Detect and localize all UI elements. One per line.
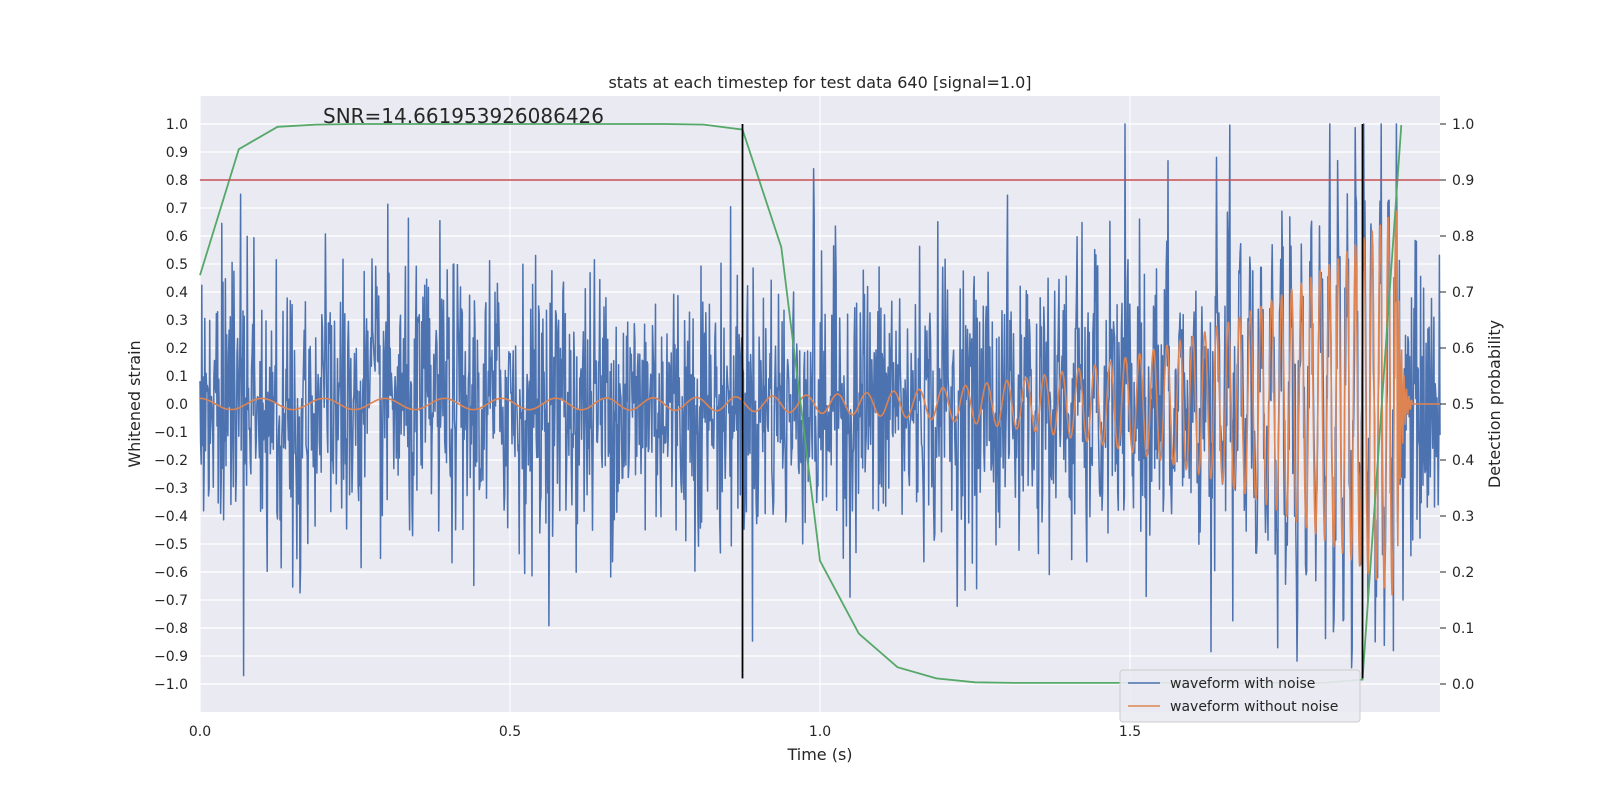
series-line-waveform-without-noise [200, 210, 1440, 596]
y-tick-label-4: −0.6 [154, 565, 188, 581]
y-right-tick-label-1: 0.1 [1452, 621, 1474, 637]
snr-annotation: SNR=14.661953926086426 [323, 104, 604, 128]
y-tick-label-13: 0.3 [166, 313, 188, 329]
legend-label-waveform-without-noise: waveform without noise [1170, 699, 1338, 715]
reference-lines [200, 124, 1440, 679]
y-tick-label-1: −0.9 [154, 649, 188, 665]
y-tick-label-18: 0.8 [166, 173, 188, 189]
y-axis-label-right: Detection probability [1485, 320, 1504, 488]
legend-label-waveform-with-noise: waveform with noise [1170, 676, 1315, 692]
y-right-tick-label-10: 1.0 [1452, 117, 1474, 133]
x-axis: 0.0 0.5 1.0 1.5 [189, 724, 1141, 740]
y-tick-label-5: −0.5 [154, 537, 188, 553]
x-tick-label-0: 0.0 [189, 724, 211, 740]
y-tick-label-19: 0.9 [166, 145, 188, 161]
y-axis-label-left: Whitened strain [125, 340, 144, 467]
y-axis-left: −1.0 −0.9 −0.8 −0.7 −0.6 −0.5 −0.4 −0.3 −0.2 −0.1… [154, 117, 188, 693]
y-tick-label-9: −0.1 [154, 425, 188, 441]
y-right-tick-label-9: 0.9 [1452, 173, 1474, 189]
x-tick-label-2: 1.0 [809, 724, 831, 740]
y-tick-label-16: 0.6 [166, 229, 188, 245]
x-tick-label-3: 1.5 [1119, 724, 1141, 740]
y-tick-label-12: 0.2 [166, 341, 188, 357]
x-tick-label-1: 0.5 [499, 724, 521, 740]
y-tick-label-14: 0.4 [166, 285, 188, 301]
y-right-tick-label-6: 0.6 [1452, 341, 1474, 357]
y-tick-label-11: 0.1 [166, 369, 188, 385]
y-right-tick-label-5: 0.5 [1452, 397, 1474, 413]
y-tick-label-2: −0.8 [154, 621, 188, 637]
y-right-tick-label-2: 0.2 [1452, 565, 1474, 581]
y-right-tick-label-3: 0.3 [1452, 509, 1474, 525]
y-tick-label-3: −0.7 [154, 593, 188, 609]
y-tick-label-7: −0.3 [154, 481, 188, 497]
x-axis-label: Time (s) [786, 745, 852, 764]
legend: waveform with noise waveform without noi… [1119, 669, 1361, 723]
y-axis-right: 0.0 0.1 0.2 0.3 0.4 0.5 0.6 0.7 0.8 0.9 1.0 [1440, 117, 1474, 693]
series-line-waveform-with-noise [199, 123, 1441, 677]
y-tick-label-15: 0.5 [166, 257, 188, 273]
y-tick-label-0: −1.0 [154, 677, 188, 693]
y-right-tick-label-7: 0.7 [1452, 285, 1474, 301]
y-tick-label-20: 1.0 [166, 117, 188, 133]
y-right-tick-label-4: 0.4 [1452, 453, 1474, 469]
y-tick-label-17: 0.7 [166, 201, 188, 217]
legend-box [1119, 669, 1361, 723]
chart-title: stats at each timestep for test data 640… [608, 73, 1031, 92]
y-right-tick-label-0: 0.0 [1452, 677, 1474, 693]
y-tick-label-8: −0.2 [154, 453, 188, 469]
y-tick-label-6: −0.4 [154, 509, 188, 525]
y-tick-label-10: 0.0 [166, 397, 188, 413]
y-right-tick-label-8: 0.8 [1452, 229, 1474, 245]
